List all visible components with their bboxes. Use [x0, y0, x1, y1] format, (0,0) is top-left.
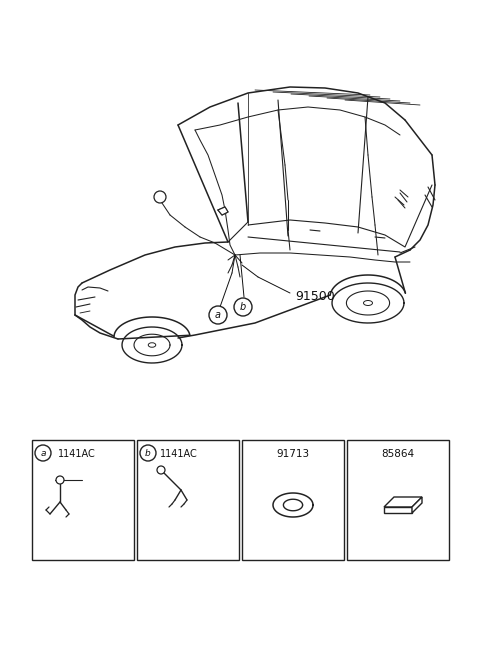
Polygon shape: [384, 497, 422, 507]
Text: 85864: 85864: [382, 449, 415, 459]
Circle shape: [154, 191, 166, 203]
Bar: [347, 440, 449, 560]
Ellipse shape: [148, 343, 156, 347]
Polygon shape: [384, 507, 412, 513]
Circle shape: [140, 445, 156, 461]
Bar: [32, 440, 134, 560]
Circle shape: [157, 466, 165, 474]
Ellipse shape: [363, 301, 372, 305]
Polygon shape: [412, 497, 422, 513]
Circle shape: [56, 476, 64, 484]
Text: b: b: [145, 449, 151, 457]
Circle shape: [209, 306, 227, 324]
Text: a: a: [215, 310, 221, 320]
Polygon shape: [218, 207, 228, 215]
Bar: [137, 440, 239, 560]
Text: 91500: 91500: [295, 291, 335, 303]
Text: 91713: 91713: [276, 449, 310, 459]
Bar: [242, 440, 344, 560]
Circle shape: [234, 298, 252, 316]
Text: a: a: [40, 449, 46, 457]
Text: b: b: [240, 302, 246, 312]
Text: 1141AC: 1141AC: [160, 449, 198, 459]
Text: 1141AC: 1141AC: [58, 449, 96, 459]
Circle shape: [35, 445, 51, 461]
